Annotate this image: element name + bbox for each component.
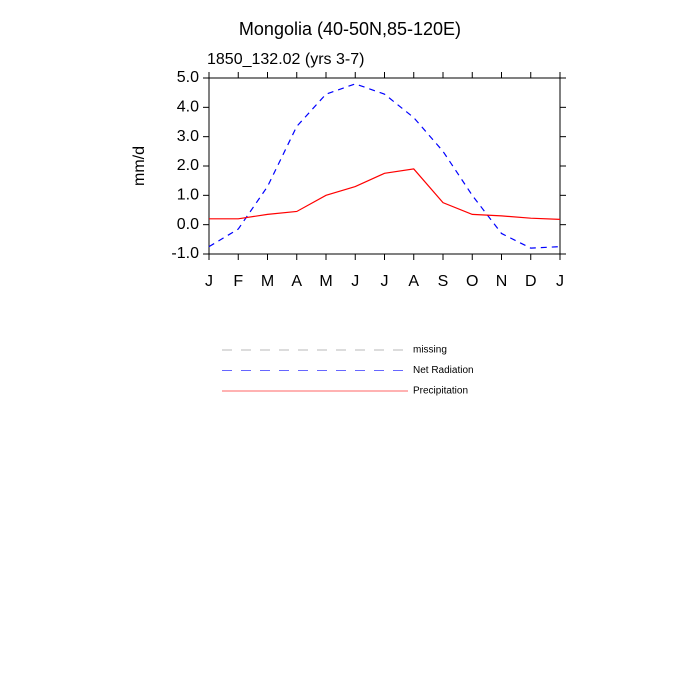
x-tick-label: F (233, 273, 243, 290)
y-tick-label: 3.0 (177, 128, 199, 145)
x-tick-label: O (466, 273, 478, 290)
x-tick-label: J (556, 273, 564, 290)
x-tick-label: M (319, 273, 332, 290)
x-tick-label: D (525, 273, 537, 290)
y-tick-label: 0.0 (177, 216, 199, 233)
x-tick-label: S (438, 273, 449, 290)
legend-label: Precipitation (413, 386, 468, 397)
chart-title: Mongolia (40-50N,85-120E) (239, 19, 461, 39)
x-tick-label: J (351, 273, 359, 290)
y-tick-label: 5.0 (177, 69, 199, 86)
y-tick-label: -1.0 (171, 245, 199, 262)
y-tick-label: 1.0 (177, 187, 199, 204)
x-tick-label: J (205, 273, 213, 290)
y-axis-label: mm/d (131, 146, 148, 186)
x-tick-label: A (291, 273, 302, 290)
y-tick-label: 4.0 (177, 99, 199, 116)
x-tick-label: M (261, 273, 274, 290)
y-tick-label: 2.0 (177, 157, 199, 174)
chart-subtitle: 1850_132.02 (yrs 3-7) (207, 51, 364, 68)
series-line (208, 83, 561, 249)
series-line (209, 168, 561, 220)
legend-label: Net Radiation (413, 365, 474, 376)
x-tick-label: N (496, 273, 508, 290)
x-tick-label: A (408, 273, 419, 290)
x-tick-label: J (381, 273, 389, 290)
legend-label: missing (413, 345, 447, 356)
